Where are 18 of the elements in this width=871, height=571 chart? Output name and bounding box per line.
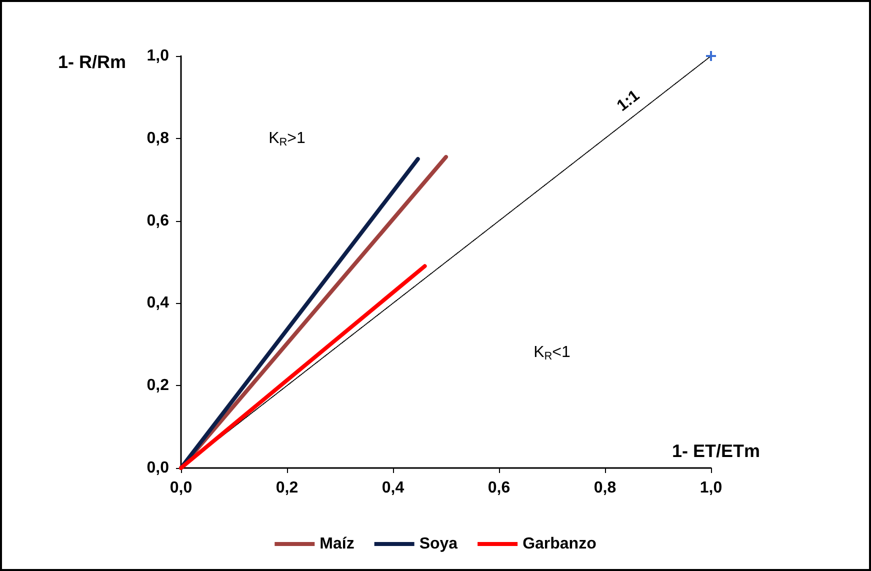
y-tick-label: 0,0: [146, 460, 170, 476]
x-tick-label: 0,2: [276, 480, 298, 496]
x-tick-label: 0,0: [170, 480, 192, 496]
x-tick-label: 1,0: [700, 480, 722, 496]
y-tick-label: 1,0: [146, 48, 170, 64]
legend-label: Soya: [419, 536, 458, 552]
y-tick-label: 0,2: [146, 377, 170, 394]
x-tick-label: 0,6: [488, 480, 510, 496]
legend-label: Garbanzo: [522, 536, 597, 552]
y-tick-label: 0,6: [146, 212, 170, 230]
text: 1:1: [614, 87, 643, 115]
x-axis-title: 1- ET/ETm: [672, 441, 760, 461]
x-tick-label: 0,8: [594, 480, 616, 496]
y-tick-label: 0,8: [146, 130, 170, 147]
legend-label: Maíz: [320, 536, 354, 552]
x-tick-label: 0,4: [382, 480, 404, 496]
y-tick-label: 0,4: [146, 294, 170, 312]
y-axis-title: 1- R/Rm: [58, 52, 126, 72]
